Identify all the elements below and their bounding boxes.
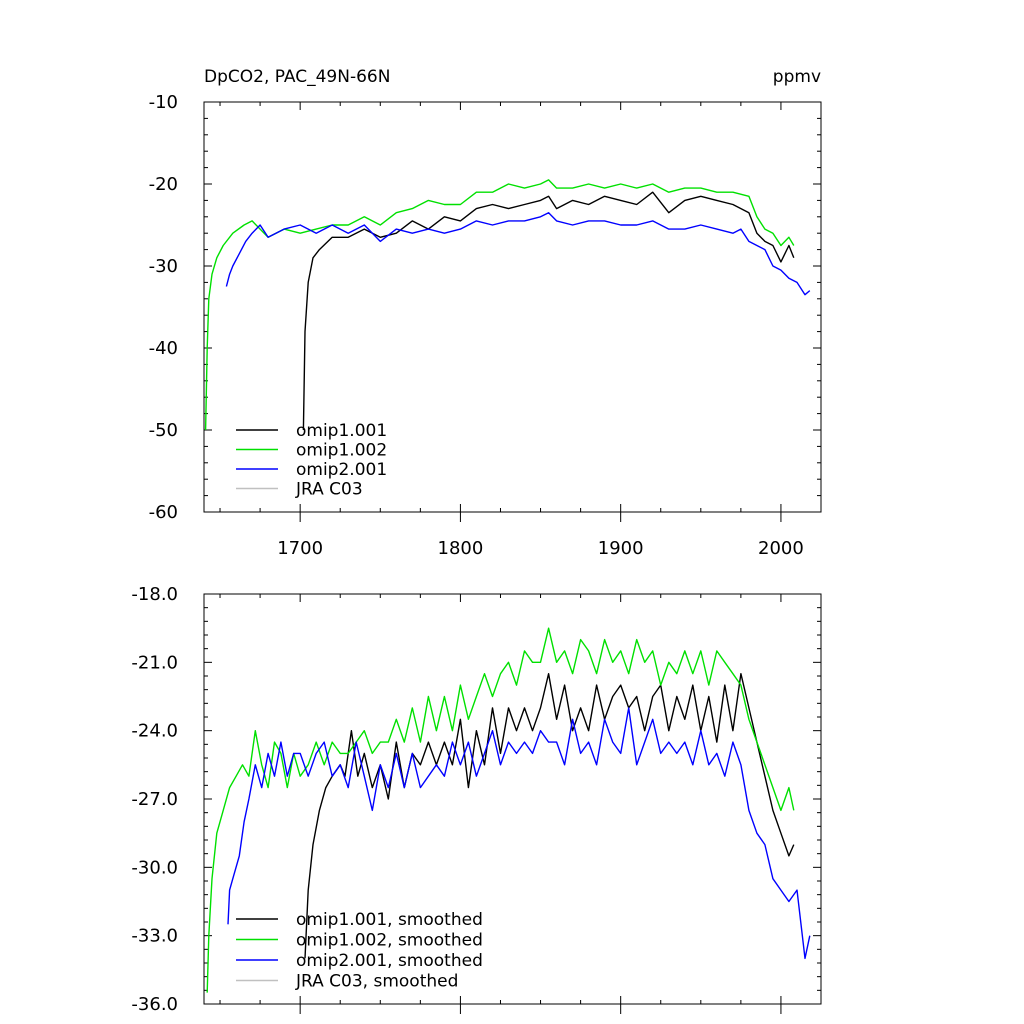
series-line	[225, 212, 811, 296]
legend-label: omip1.002, smoothed	[296, 931, 483, 951]
y-tick-label: -50	[149, 420, 178, 441]
series-line	[204, 179, 795, 431]
top-chart-panel: DpCO2, PAC_49N-66N ppmv -10 -20 -30 -40 -50 -…	[149, 67, 822, 559]
bottom-chart-panel: -18.0 -21.0 -24.0 -27.0 -30.0 -33.0 -36.0 omip1…	[131, 584, 822, 1015]
top-chart-title: DpCO2, PAC_49N-66N	[204, 67, 390, 87]
x-tick-label: 1800	[438, 538, 484, 559]
legend-label: omip2.001	[296, 460, 387, 480]
y-tick-label: -10	[149, 92, 178, 113]
legend-label: omip2.001, smoothed	[296, 951, 483, 971]
y-tick-label: -40	[149, 338, 178, 359]
y-tick-label: -21.0	[131, 652, 178, 673]
x-tick-label: 1900	[598, 538, 644, 559]
series-line	[206, 627, 795, 993]
top-chart-units: ppmv	[773, 67, 821, 87]
series-line	[227, 707, 811, 960]
y-tick-label: -24.0	[131, 721, 178, 742]
legend-label: omip1.002	[296, 441, 387, 461]
y-tick-label: -18.0	[131, 584, 178, 605]
legend-label: omip1.001, smoothed	[296, 910, 483, 930]
legend-label: JRA C03	[295, 480, 363, 500]
plot-frame	[203, 101, 822, 513]
legend-label: JRA C03, smoothed	[295, 972, 458, 992]
y-tick-label: -20	[149, 174, 178, 195]
x-tick-label: 1700	[277, 538, 323, 559]
y-tick-label: -60	[149, 502, 178, 523]
series-line	[302, 191, 795, 431]
y-tick-label: -30	[149, 256, 178, 277]
y-tick-label: -27.0	[131, 789, 178, 810]
y-tick-label: -36.0	[131, 994, 178, 1015]
y-tick-label: -30.0	[131, 857, 178, 878]
x-tick-label: 2000	[758, 538, 804, 559]
legend-label: omip1.001	[296, 421, 387, 441]
series-line	[304, 673, 795, 959]
y-tick-label: -33.0	[131, 926, 178, 947]
